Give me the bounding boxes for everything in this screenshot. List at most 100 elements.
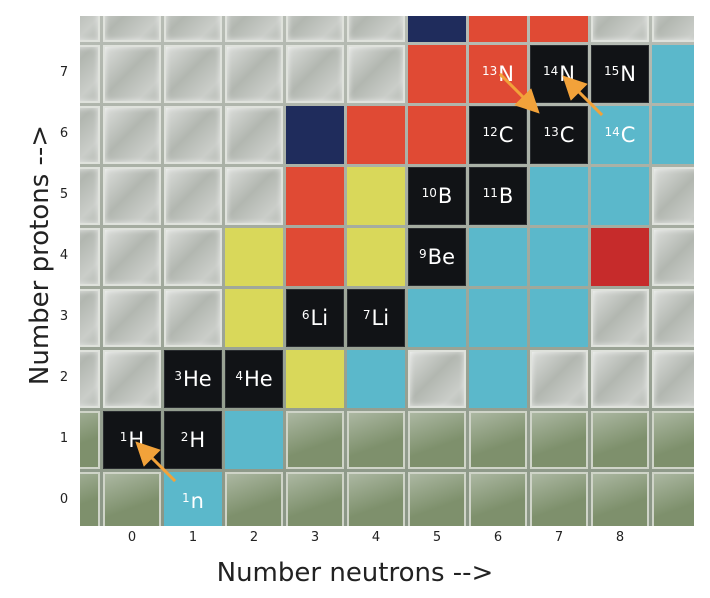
tile-blue — [469, 228, 527, 286]
tile-red — [408, 106, 466, 164]
nuclide-b11: 11 B — [469, 167, 527, 225]
mass-number: 13 — [543, 125, 559, 139]
glass-block — [286, 411, 344, 469]
glass-block — [530, 472, 588, 526]
tile-red — [286, 167, 344, 225]
glass-block — [652, 228, 694, 286]
tile-blue — [530, 228, 588, 286]
glass-block — [347, 16, 405, 42]
glass-block — [286, 16, 344, 42]
nuclide-be9: 9 Be — [408, 228, 466, 286]
glass-block — [103, 228, 161, 286]
x-tick-label: 7 — [554, 530, 564, 545]
glass-block — [103, 350, 161, 408]
element-symbol: N — [620, 62, 636, 86]
tile-yellow — [225, 289, 283, 347]
glass-block — [225, 16, 283, 42]
glass-block — [347, 472, 405, 526]
mass-number: 4 — [235, 369, 243, 383]
tile-blue — [530, 289, 588, 347]
mass-number: 6 — [301, 308, 310, 322]
glass-block — [591, 16, 649, 42]
element-symbol: C — [498, 123, 514, 147]
glass-block — [530, 411, 588, 469]
nuclide-n14: 14 N — [530, 45, 588, 103]
y-tick-label: 0 — [59, 492, 69, 507]
glass-block — [652, 289, 694, 347]
glass-block — [80, 167, 100, 225]
glass-block — [103, 106, 161, 164]
mass-number: 11 — [482, 186, 498, 200]
mass-number: 14 — [604, 125, 620, 139]
x-tick-label: 8 — [615, 530, 625, 545]
glass-block — [164, 228, 222, 286]
mass-number: 1 — [182, 491, 190, 505]
mass-number: 10 — [421, 186, 437, 200]
mass-number: 3 — [174, 369, 182, 383]
glass-block — [286, 472, 344, 526]
tile-yellow — [347, 167, 405, 225]
glass-block — [80, 350, 100, 408]
element-symbol: H — [128, 428, 145, 452]
tile-blue — [225, 411, 283, 469]
glass-block — [80, 16, 100, 42]
tile-red — [530, 16, 588, 42]
nuclide-b10: 10 B — [408, 167, 466, 225]
tile-blue — [652, 45, 694, 103]
x-tick-label: 0 — [127, 530, 137, 545]
glass-block — [591, 289, 649, 347]
x-tick-label: 3 — [310, 530, 320, 545]
tile-red — [286, 228, 344, 286]
glass-block — [103, 289, 161, 347]
tile-blue — [591, 167, 649, 225]
element-symbol: H — [189, 428, 206, 452]
glass-block — [103, 16, 161, 42]
glass-block — [225, 472, 283, 526]
glass-block — [164, 167, 222, 225]
element-symbol: He — [182, 367, 212, 391]
glass-block — [103, 167, 161, 225]
element-symbol: Li — [371, 306, 390, 330]
glass-block — [80, 411, 100, 469]
glass-block-wall: 1 n 1 H 2 H 3 He 4 He 6 Li 7 Li 9 Be 10 B 11 B 12 C 13 C 14 C 13 N 1… — [80, 16, 694, 526]
tile-red — [469, 16, 527, 42]
tile-navy — [408, 16, 466, 42]
tile-blue — [408, 289, 466, 347]
glass-block — [80, 45, 100, 103]
y-axis-title: Number protons --> — [25, 124, 55, 386]
glass-block — [80, 472, 100, 526]
y-tick-label: 5 — [59, 187, 69, 202]
element-symbol: B — [437, 184, 453, 208]
glass-block — [408, 350, 466, 408]
nuclide-li7: 7 Li — [347, 289, 405, 347]
glass-block — [80, 228, 100, 286]
glass-block — [103, 45, 161, 103]
glass-block — [164, 16, 222, 42]
element-symbol: N — [498, 62, 514, 86]
y-tick-label: 1 — [59, 431, 69, 446]
y-tick-label: 3 — [59, 309, 69, 324]
tile-blue — [530, 167, 588, 225]
glass-block — [469, 472, 527, 526]
tile-yellow — [286, 350, 344, 408]
glass-block — [530, 350, 588, 408]
y-tick-label: 2 — [59, 370, 69, 385]
nuclide-c12: 12 C — [469, 106, 527, 164]
element-symbol: n — [190, 489, 204, 513]
x-tick-label: 2 — [249, 530, 259, 545]
y-tick-label: 6 — [59, 126, 69, 141]
mass-number: 12 — [482, 125, 498, 139]
tile-blue — [347, 350, 405, 408]
nuclide-he3: 3 He — [164, 350, 222, 408]
x-tick-label: 1 — [188, 530, 198, 545]
glass-block — [408, 472, 466, 526]
mass-number: 13 — [482, 64, 498, 78]
x-tick-label: 6 — [493, 530, 503, 545]
glass-block — [225, 106, 283, 164]
element-symbol: Be — [427, 245, 455, 269]
tile-blue — [652, 106, 694, 164]
mass-number: 9 — [419, 247, 427, 261]
tile-blue — [469, 289, 527, 347]
